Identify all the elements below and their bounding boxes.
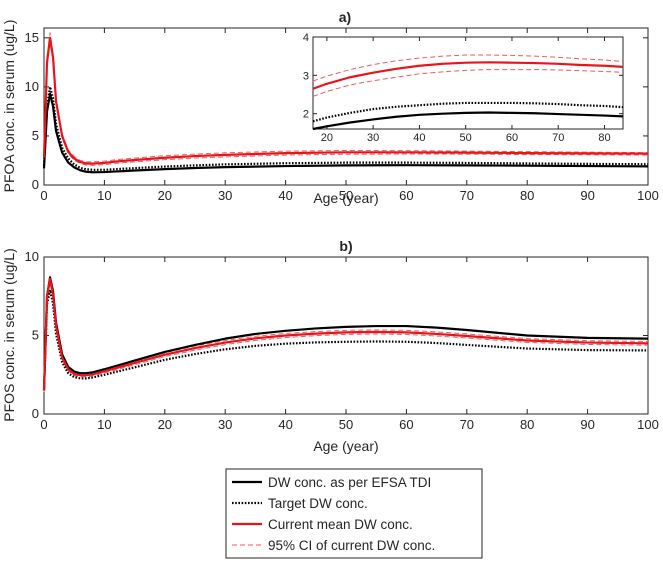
- inset-ytick-label-2: 2: [303, 109, 309, 121]
- panel-b-lines: [42, 275, 649, 393]
- inset-xtick-label-70: 70: [552, 132, 564, 144]
- legend-label-ci: 95% CI of current DW conc.: [268, 538, 435, 553]
- panel-a-xtick-label-80: 80: [520, 188, 534, 203]
- panel-b-series-current: [42, 277, 649, 391]
- panel-a-title: a): [339, 9, 351, 25]
- inset-ticks: 20 30 40 50 60 70 80 2 3 4: [303, 32, 623, 144]
- panel-a-xtick-label-50: 50: [339, 188, 353, 203]
- panel-b-xtick-label-60: 60: [399, 417, 413, 432]
- panel-b-xtick-label-100: 100: [637, 417, 659, 432]
- panel-a-ytick-label-5: 5: [32, 128, 39, 143]
- panel-a-xtick-label-70: 70: [460, 188, 474, 203]
- legend-label-current: Current mean DW conc.: [268, 517, 413, 532]
- panel-a-ytick-label-15: 15: [25, 30, 39, 45]
- panel-a-xtick-label-90: 90: [580, 188, 594, 203]
- panel-b-ytick-label-0: 0: [32, 406, 39, 421]
- inset-series-current: [312, 61, 624, 90]
- legend: DW conc. as per EFSA TDI Target DW conc.…: [225, 468, 483, 559]
- panel-b-xtick-label-40: 40: [278, 417, 292, 432]
- panel-b-ytick-label-5: 5: [32, 328, 39, 343]
- legend-box: [225, 468, 483, 559]
- panel-b-series-target: [42, 288, 649, 391]
- panel-b: 0 10 20 30 40 50 60 70 80 90 100 0 5 10 b) Age (year)…: [1, 238, 659, 454]
- panel-b-xtick-label-50: 50: [339, 417, 353, 432]
- panel-b-xtick-label-80: 80: [520, 417, 534, 432]
- panel-b-ticks: 0 10 20 30 40 50 60 70 80 90 100 0 5 10: [25, 249, 659, 432]
- panel-a-ylabel: PFOA conc. in serum (ug/L): [1, 20, 17, 193]
- panel-a-inset: 20 30 40 50 60 70 80 2 3 4: [303, 32, 624, 144]
- panel-a-series-current: [42, 36, 649, 165]
- panel-a-lines: [42, 32, 649, 174]
- panel-a-ticks: 0 10 20 30 40 50 60 70 80 90 100 0 5 10 15: [25, 28, 659, 203]
- panel-b-xlabel: Age (year): [313, 438, 378, 454]
- panel-a-xlabel: Age (year): [313, 190, 378, 206]
- inset-series-ci_lower: [312, 69, 624, 97]
- panel-b-xtick-label-70: 70: [460, 417, 474, 432]
- inset-xtick-label-50: 50: [460, 132, 472, 144]
- legend-label-efsa: DW conc. as per EFSA TDI: [268, 475, 431, 490]
- panel-b-xtick-label-10: 10: [97, 417, 111, 432]
- panel-a-xtick-label-0: 0: [40, 188, 47, 203]
- panel-a-xtick-label-20: 20: [158, 188, 172, 203]
- panel-a-series-ci_upper: [43, 32, 649, 163]
- panel-a-xtick-label-60: 60: [399, 188, 413, 203]
- inset-lines: [312, 54, 624, 131]
- inset-ytick-label-4: 4: [303, 32, 309, 44]
- inset-xtick-label-20: 20: [321, 132, 333, 144]
- panel-a-xtick-label-40: 40: [278, 188, 292, 203]
- inset-series-ci_upper: [312, 54, 624, 82]
- panel-a-ytick-label-10: 10: [25, 79, 39, 94]
- panel-b-xtick-label-30: 30: [218, 417, 232, 432]
- panel-a-xtick-label-100: 100: [637, 188, 659, 203]
- panel-a-xtick-label-30: 30: [218, 188, 232, 203]
- panel-b-ylabel: PFOS conc. in serum (ug/L): [1, 248, 17, 422]
- panel-b-xtick-label-20: 20: [158, 417, 172, 432]
- legend-label-target: Target DW conc.: [268, 496, 368, 511]
- panel-b-xtick-label-0: 0: [40, 417, 47, 432]
- inset-ytick-label-3: 3: [303, 70, 309, 82]
- panel-a-xtick-label-10: 10: [97, 188, 111, 203]
- panel-a: 0 10 20 30 40 50 60 70 80 90 100 0 5 10 15 a) Age (yea…: [1, 9, 659, 206]
- inset-xtick-label-80: 80: [598, 132, 610, 144]
- panel-b-title: b): [339, 238, 352, 254]
- inset-series-efsa: [312, 111, 624, 131]
- panel-b-ytick-label-10: 10: [25, 249, 39, 264]
- inset-series-target: [312, 101, 624, 123]
- inset-xtick-label-60: 60: [506, 132, 518, 144]
- inset-xtick-label-40: 40: [413, 132, 425, 144]
- panel-a-ytick-label-0: 0: [32, 177, 39, 192]
- panel-b-axes-box: [43, 256, 649, 415]
- panel-a-series-efsa: [42, 92, 649, 174]
- inset-xtick-label-30: 30: [367, 132, 379, 144]
- panel-b-xtick-label-90: 90: [580, 417, 594, 432]
